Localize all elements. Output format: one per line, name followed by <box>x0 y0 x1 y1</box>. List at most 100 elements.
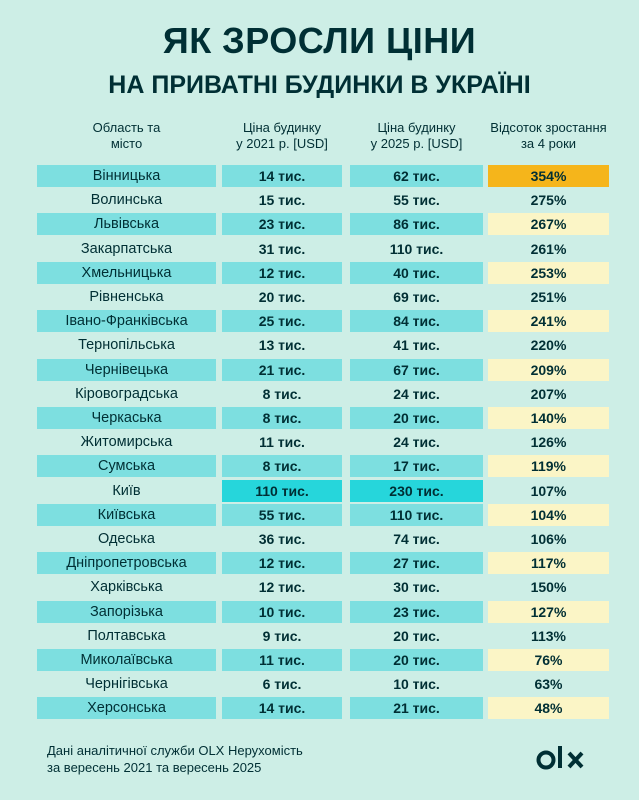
olx-logo-icon <box>536 746 584 770</box>
page-subtitle: НА ПРИВАТНІ БУДИНКИ В УКРАЇНІ <box>108 71 531 99</box>
region-cell: Харківська <box>90 579 163 595</box>
price-2025-cell: 20 тис. <box>350 407 483 429</box>
olx-logo <box>536 743 588 775</box>
price-2021-cell: 12 тис. <box>222 262 342 284</box>
price-2025-cell: 67 тис. <box>350 359 483 381</box>
price-2021-cell: 8 тис. <box>222 407 342 429</box>
price-2021-cell: 12 тис. <box>222 552 342 574</box>
price-2021-cell: 14 тис. <box>222 697 342 719</box>
region-cell: Тернопільська <box>78 337 175 353</box>
table-row: Вінницька 14 тис. 62 тис. 354% <box>0 165 639 187</box>
growth-cell: 275% <box>530 192 567 208</box>
price-2025-cell: 110 тис. <box>389 241 444 257</box>
region-cell: Івано-Франківська <box>37 310 216 332</box>
table-row: Тернопільська 13 тис. 41 тис. 220% <box>0 334 639 356</box>
table-row: Кіровоградська 8 тис. 24 тис. 207% <box>0 383 639 405</box>
column-header-price-2025: Ціна будинку у 2025 р. [USD] <box>370 120 463 151</box>
growth-cell: 127% <box>488 601 609 623</box>
price-2021-cell: 15 тис. <box>258 192 306 208</box>
table-row: Харківська 12 тис. 30 тис. 150% <box>0 576 639 598</box>
region-cell: Волинська <box>90 192 163 208</box>
price-2021-cell: 11 тис. <box>259 434 305 450</box>
region-cell: Сумська <box>37 455 216 477</box>
growth-cell: 220% <box>530 337 567 353</box>
table-row: Полтавська 9 тис. 20 тис. 113% <box>0 625 639 647</box>
page-title: ЯК ЗРОСЛИ ЦІНИ <box>162 20 477 61</box>
table-row: Житомирська 11 тис. 24 тис. 126% <box>0 431 639 453</box>
region-cell: Чернігівська <box>85 676 168 692</box>
source-note-line2: за вересень 2021 та вересень 2025 <box>47 760 262 775</box>
region-cell: Миколаївська <box>37 649 216 671</box>
table-row: Закарпатська 31 тис. 110 тис. 261% <box>0 238 639 260</box>
price-2021-cell: 9 тис. <box>262 628 302 644</box>
region-cell: Херсонська <box>37 697 216 719</box>
price-2021-cell: 21 тис. <box>222 359 342 381</box>
price-2021-cell: 11 тис. <box>222 649 342 671</box>
table-row: Сумська 8 тис. 17 тис. 119% <box>0 455 639 477</box>
table-row: Київ 110 тис. 230 тис. 107% <box>0 480 639 502</box>
growth-cell: 261% <box>530 241 567 257</box>
table-row: Київська 55 тис. 110 тис. 104% <box>0 504 639 526</box>
table-row: Львівська 23 тис. 86 тис. 267% <box>0 213 639 235</box>
growth-cell: 354% <box>488 165 609 187</box>
region-cell: Чернівецька <box>37 359 216 381</box>
price-2021-cell: 25 тис. <box>222 310 342 332</box>
region-cell: Полтавська <box>87 628 166 644</box>
price-2025-cell: 230 тис. <box>350 480 483 502</box>
price-2021-cell: 36 тис. <box>258 531 306 547</box>
growth-cell: 119% <box>488 455 609 477</box>
table-row: Миколаївська 11 тис. 20 тис. 76% <box>0 649 639 671</box>
source-note: Дані аналітичної служби OLX Нерухомість … <box>47 742 303 776</box>
price-2021-cell: 110 тис. <box>222 480 342 502</box>
table-row: Рівненська 20 тис. 69 тис. 251% <box>0 286 639 308</box>
table-row: Хмельницька 12 тис. 40 тис. 253% <box>0 262 639 284</box>
region-cell: Київ <box>112 483 141 499</box>
price-2025-cell: 86 тис. <box>350 213 483 235</box>
price-2021-cell: 6 тис. <box>262 676 302 692</box>
source-note-line1: Дані аналітичної служби OLX Нерухомість <box>47 743 303 758</box>
growth-cell: 253% <box>488 262 609 284</box>
price-2025-cell: 24 тис. <box>393 386 440 402</box>
region-cell: Одеська <box>97 531 156 547</box>
price-2021-cell: 8 тис. <box>222 455 342 477</box>
region-cell: Запорізька <box>37 601 216 623</box>
table-row: Чернівецька 21 тис. 67 тис. 209% <box>0 359 639 381</box>
region-cell: Вінницька <box>37 165 216 187</box>
growth-cell: 241% <box>488 310 609 332</box>
price-2025-cell: 10 тис. <box>393 676 440 692</box>
region-cell: Рівненська <box>89 289 164 305</box>
price-2021-cell: 20 тис. <box>258 289 306 305</box>
growth-cell: 76% <box>488 649 609 671</box>
region-cell: Кіровоградська <box>75 386 178 402</box>
growth-cell: 104% <box>488 504 609 526</box>
growth-cell: 251% <box>530 289 567 305</box>
table-row: Волинська 15 тис. 55 тис. 275% <box>0 189 639 211</box>
price-2025-cell: 62 тис. <box>350 165 483 187</box>
region-cell: Львівська <box>37 213 216 235</box>
price-2025-cell: 40 тис. <box>350 262 483 284</box>
price-2025-cell: 23 тис. <box>350 601 483 623</box>
price-2021-cell: 12 тис. <box>258 579 306 595</box>
column-header-price-2021: Ціна будинку у 2021 р. [USD] <box>236 120 328 151</box>
price-2025-cell: 21 тис. <box>350 697 483 719</box>
growth-cell: 209% <box>488 359 609 381</box>
column-header-growth: Відсоток зростання за 4 роки <box>490 120 607 151</box>
price-2025-cell: 41 тис. <box>393 337 440 353</box>
table-row: Одеська 36 тис. 74 тис. 106% <box>0 528 639 550</box>
price-2021-cell: 55 тис. <box>222 504 342 526</box>
region-cell: Черкаська <box>37 407 216 429</box>
price-2021-cell: 13 тис. <box>258 337 306 353</box>
price-2021-cell: 14 тис. <box>222 165 342 187</box>
price-2025-cell: 27 тис. <box>350 552 483 574</box>
growth-cell: 63% <box>534 676 563 692</box>
price-2025-cell: 24 тис. <box>393 434 440 450</box>
price-2025-cell: 69 тис. <box>393 289 440 305</box>
price-2021-cell: 31 тис. <box>258 241 306 257</box>
price-2021-cell: 10 тис. <box>222 601 342 623</box>
growth-cell: 117% <box>488 552 609 574</box>
growth-cell: 106% <box>530 531 567 547</box>
table-row: Чернігівська 6 тис. 10 тис. 63% <box>0 673 639 695</box>
growth-cell: 107% <box>530 483 567 499</box>
growth-cell: 113% <box>530 628 567 644</box>
price-2025-cell: 84 тис. <box>350 310 483 332</box>
